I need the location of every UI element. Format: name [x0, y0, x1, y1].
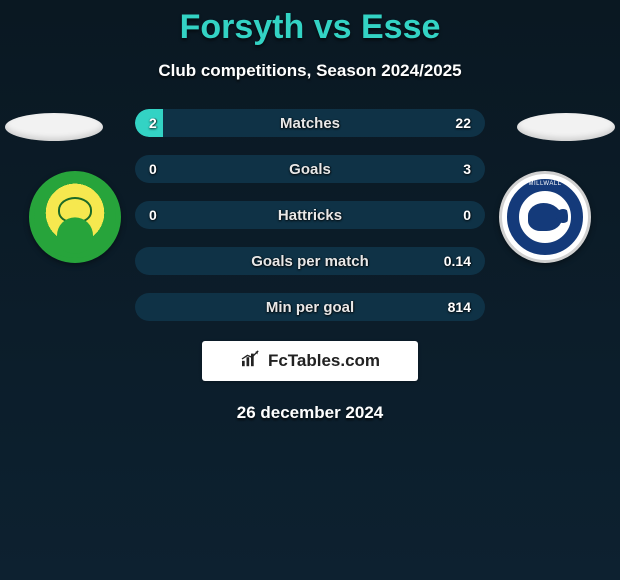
- stat-right-value: 814: [441, 299, 471, 315]
- stat-row: 2Matches22: [135, 109, 485, 137]
- chart-icon: [240, 350, 262, 373]
- left-team-crest: [29, 171, 121, 263]
- stat-label: Min per goal: [135, 299, 485, 316]
- page-title: Forsyth vs Esse: [180, 8, 441, 47]
- stat-label: Hattricks: [135, 207, 485, 224]
- left-side: [15, 109, 135, 263]
- right-team-crest: MILLWALL: [499, 171, 591, 263]
- date-label: 26 december 2024: [237, 403, 384, 423]
- stat-row: 0Goals3: [135, 155, 485, 183]
- stat-right-value: 3: [441, 161, 471, 177]
- stat-right-value: 0.14: [441, 253, 471, 269]
- comparison-card: Forsyth vs Esse Club competitions, Seaso…: [0, 0, 620, 423]
- left-player-placeholder: [5, 113, 103, 141]
- stat-row: Goals per match0.14: [135, 247, 485, 275]
- stat-row: Min per goal814: [135, 293, 485, 321]
- stat-right-value: 22: [441, 115, 471, 131]
- stat-right-value: 0: [441, 207, 471, 223]
- stat-label: Matches: [135, 115, 485, 132]
- stat-row: 0Hattricks0: [135, 201, 485, 229]
- subtitle: Club competitions, Season 2024/2025: [158, 61, 461, 81]
- stat-bars: 2Matches220Goals30Hattricks0Goals per ma…: [135, 109, 485, 321]
- stat-label: Goals: [135, 161, 485, 178]
- brand-badge[interactable]: FcTables.com: [202, 341, 418, 381]
- stat-label: Goals per match: [135, 253, 485, 270]
- comparison-layout: 2Matches220Goals30Hattricks0Goals per ma…: [0, 109, 620, 321]
- brand-text: FcTables.com: [268, 351, 380, 371]
- right-player-placeholder: [517, 113, 615, 141]
- right-side: MILLWALL: [485, 109, 605, 263]
